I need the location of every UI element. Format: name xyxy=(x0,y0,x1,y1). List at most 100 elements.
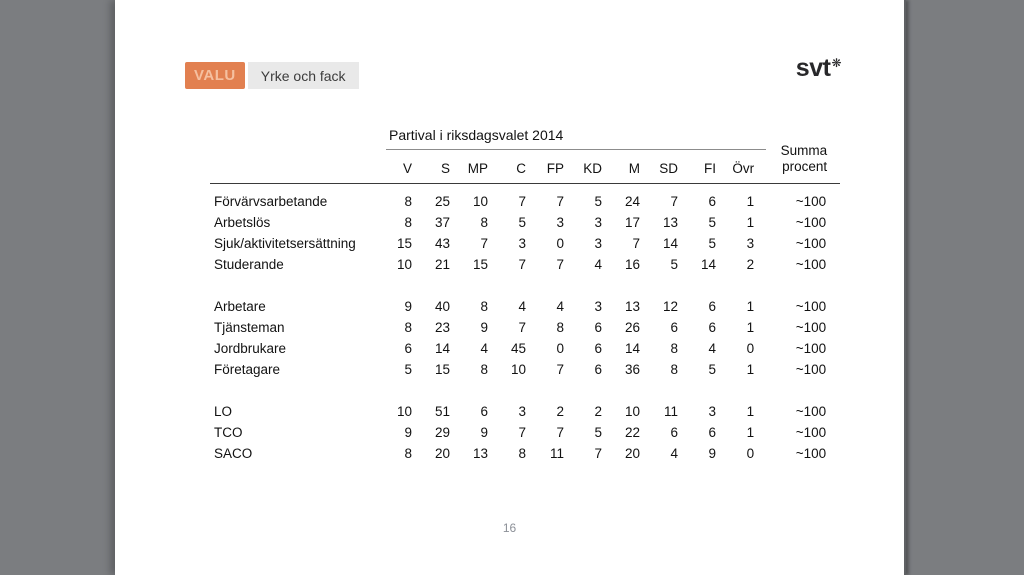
cell-value: 9 xyxy=(404,424,412,440)
cell-value: 3 xyxy=(556,214,564,230)
cell-value: 5 xyxy=(404,361,412,377)
cell-value: 7 xyxy=(518,319,526,335)
summa-header-line1: Summa xyxy=(780,142,828,158)
table-row: Arbetslös 8 37 8 5 3 3 17 13 5 1 ~100 xyxy=(210,212,840,233)
cell-value: 7 xyxy=(556,256,564,272)
cell-value: 22 xyxy=(624,424,640,440)
cell-value: 3 xyxy=(518,403,526,419)
cell-value: 7 xyxy=(518,256,526,272)
summa-header-line2: procent xyxy=(782,159,828,175)
cell-value: 4 xyxy=(518,298,526,314)
group-spacer xyxy=(210,380,840,401)
summa-value: ~100 xyxy=(795,424,827,440)
cell-value: 3 xyxy=(746,235,755,251)
cell-value: 1 xyxy=(746,319,755,335)
summa-value: ~100 xyxy=(795,445,827,461)
cell-value: 6 xyxy=(708,319,716,335)
cell-value: 20 xyxy=(434,445,450,461)
cell-value: 7 xyxy=(518,424,526,440)
cell-value: 2 xyxy=(594,403,602,419)
cell-value: 1 xyxy=(746,193,755,209)
cell-value: 8 xyxy=(670,340,678,356)
cell-value: 36 xyxy=(624,361,640,377)
cell-value: 14 xyxy=(700,256,716,272)
summa-value: ~100 xyxy=(795,214,827,230)
row-label: Arbetare xyxy=(214,298,266,314)
results-table: Partival i riksdagsvalet 2014 Summa proc… xyxy=(210,122,841,464)
cell-value: 13 xyxy=(624,298,640,314)
cell-value: 12 xyxy=(662,298,678,314)
cell-value: 6 xyxy=(708,424,716,440)
cell-value: 8 xyxy=(404,193,412,209)
cell-value: 9 xyxy=(404,298,412,314)
summa-value: ~100 xyxy=(795,340,827,356)
table-row: Företagare 5 15 8 10 7 6 36 8 5 1 ~100 xyxy=(210,359,840,380)
table-row: Studerande 10 21 15 7 7 4 16 5 14 2 ~100 xyxy=(210,254,840,275)
cell-value: 8 xyxy=(556,319,564,335)
svt-logo: svt❋ xyxy=(796,56,842,81)
cell-value: 8 xyxy=(404,445,412,461)
tab-yrke-och-fack: Yrke och fack xyxy=(247,62,359,89)
table-body: Förvärvsarbetande 8 25 10 7 7 5 24 7 6 1 ~100 Arbets… xyxy=(210,183,840,464)
cell-value: 1 xyxy=(746,424,755,440)
topbar: VALU Yrke och fack xyxy=(185,62,359,89)
cell-value: 7 xyxy=(556,361,564,377)
cell-value: 2 xyxy=(556,403,564,419)
table-row: Arbetare 9 40 8 4 4 3 13 12 6 1 ~100 xyxy=(210,296,840,317)
svt-flower-icon: ❋ xyxy=(831,56,841,70)
cell-value: 7 xyxy=(594,445,602,461)
table-row: SACO 8 20 13 8 11 7 20 4 9 0 ~100 xyxy=(210,443,840,464)
table-row: Tjänsteman 8 23 9 7 8 6 26 6 6 1 ~100 xyxy=(210,317,840,338)
cell-value: 1 xyxy=(746,361,755,377)
cell-value: 8 xyxy=(404,214,412,230)
group-spacer xyxy=(210,275,840,296)
row-label: TCO xyxy=(214,424,243,440)
cell-value: 5 xyxy=(708,361,716,377)
cell-value: 9 xyxy=(480,424,488,440)
cell-value: 6 xyxy=(708,298,716,314)
cell-value: 51 xyxy=(434,403,450,419)
party-header-cell: Övr xyxy=(728,149,767,184)
cell-value: 6 xyxy=(404,340,412,356)
cell-value: 5 xyxy=(708,235,716,251)
cell-value: 20 xyxy=(624,445,640,461)
group-spacer-cell xyxy=(210,275,840,296)
row-label: SACO xyxy=(214,445,253,461)
party-header-cell: S xyxy=(424,149,462,184)
cell-value: 4 xyxy=(670,445,678,461)
cell-value: 7 xyxy=(480,235,488,251)
cell-value: 13 xyxy=(472,445,488,461)
table-wrap: Partival i riksdagsvalet 2014 Summa proc… xyxy=(210,122,841,464)
cell-value: 8 xyxy=(404,319,412,335)
party-header-cell: V xyxy=(386,149,424,184)
row-label: Studerande xyxy=(214,256,284,272)
cell-value: 25 xyxy=(434,193,450,209)
cell-value: 7 xyxy=(518,193,526,209)
cell-value: 3 xyxy=(518,235,526,251)
cell-value: 15 xyxy=(396,235,412,251)
group-spacer-cell xyxy=(210,380,840,401)
cell-value: 1 xyxy=(746,298,755,314)
cell-value: 8 xyxy=(518,445,526,461)
cell-value: 6 xyxy=(708,193,716,209)
cell-value: 10 xyxy=(624,403,640,419)
row-label: Företagare xyxy=(214,361,281,377)
cell-value: 37 xyxy=(434,214,450,230)
page-number: 16 xyxy=(502,521,517,535)
table-row: Jordbrukare 6 14 4 45 0 6 14 8 4 0 ~100 xyxy=(210,338,840,359)
cell-value: 7 xyxy=(670,193,678,209)
cell-value: 16 xyxy=(624,256,640,272)
table-row: LO 10 51 6 3 2 2 10 11 3 1 ~100 xyxy=(210,401,840,422)
party-header-cell: FI xyxy=(690,149,728,184)
cell-value: 6 xyxy=(670,424,678,440)
cell-value: 1 xyxy=(746,403,755,419)
cell-value: 5 xyxy=(708,214,716,230)
cell-value: 11 xyxy=(663,403,678,419)
row-label: Jordbrukare xyxy=(214,340,287,356)
table-row: TCO 9 29 9 7 7 5 22 6 6 1 ~100 xyxy=(210,422,840,443)
cell-value: 17 xyxy=(624,214,640,230)
cell-value: 9 xyxy=(480,319,488,335)
cell-value: 3 xyxy=(708,403,716,419)
cell-value: 45 xyxy=(510,340,526,356)
party-header-cell: M xyxy=(614,149,652,184)
